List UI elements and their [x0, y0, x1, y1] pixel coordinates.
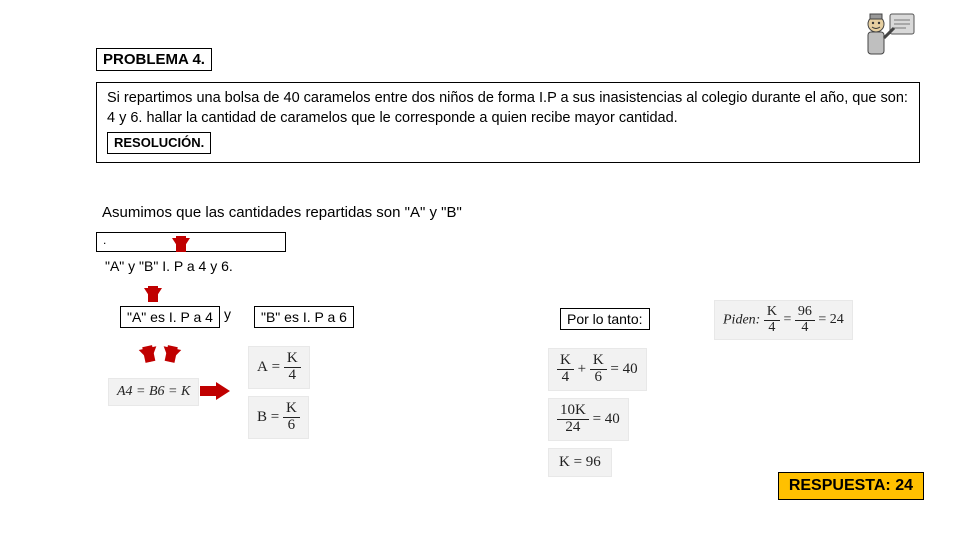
arrow-down-icon — [144, 288, 162, 302]
assume-line: Asumimos que las cantidades repartidas s… — [102, 204, 462, 221]
eq-4: 4 — [557, 370, 574, 386]
eq-B: B — [257, 409, 267, 425]
eq-sum: K4 + K6 = 40 — [548, 348, 647, 391]
eq-10k: 10K — [557, 403, 589, 420]
eq-6: 6 — [283, 418, 300, 434]
problem-title: PROBLEMA 4. — [96, 48, 212, 71]
eq-4: 4 — [795, 321, 815, 336]
arrow-down-icon — [139, 346, 160, 363]
eq-k96: K = 96 — [548, 448, 612, 477]
piden-label: Piden: — [723, 312, 760, 327]
eq-40: = 40 — [610, 361, 637, 377]
por-lo-tanto: Por lo tanto: — [560, 308, 650, 330]
eq-a4b6k: A4 = B6 = K — [108, 378, 199, 406]
y-label: y — [224, 306, 231, 322]
eq-24d: 24 — [557, 420, 589, 436]
problem-text: Si repartimos una bolsa de 40 caramelos … — [107, 90, 908, 126]
eq-96: 96 — [795, 305, 815, 321]
eq-4: 4 — [284, 368, 301, 384]
answer-box: RESPUESTA: 24 — [778, 472, 924, 500]
b-ip6-box: "B" es I. P a 6 — [254, 306, 354, 328]
plus-sign: + — [578, 361, 586, 377]
eq-K: K — [284, 351, 301, 368]
eq-A: A — [257, 359, 268, 375]
arrow-right-icon — [216, 382, 230, 400]
resolution-label: RESOLUCIÓN. — [107, 132, 211, 154]
eq-K: K — [557, 353, 574, 370]
eq-K: K — [283, 401, 300, 418]
eq-piden: Piden: K4 = 964 = 24 — [714, 300, 853, 340]
eq-4: 4 — [764, 321, 780, 336]
eq-K: K — [590, 353, 607, 370]
eq-K: K — [764, 305, 780, 321]
eq-40b: = 40 — [593, 411, 620, 427]
eq-b-k6: B = K6 — [248, 396, 309, 439]
eq-6: 6 — [590, 370, 607, 386]
dot-box: . — [96, 232, 286, 252]
eq-a-k4: A = K4 — [248, 346, 310, 389]
ip-line: "A" y "B" I. P a 4 y 6. — [100, 256, 238, 276]
teacher-icon — [856, 8, 920, 68]
arrow-down-icon — [161, 346, 182, 363]
eq-24: = 24 — [818, 312, 843, 327]
problem-statement-box: Si repartimos una bolsa de 40 caramelos … — [96, 82, 920, 163]
eq-10k24: 10K24 = 40 — [548, 398, 629, 441]
a-ip4-box: "A" es I. P a 4 — [120, 306, 220, 328]
arrow-down-icon — [172, 238, 190, 252]
